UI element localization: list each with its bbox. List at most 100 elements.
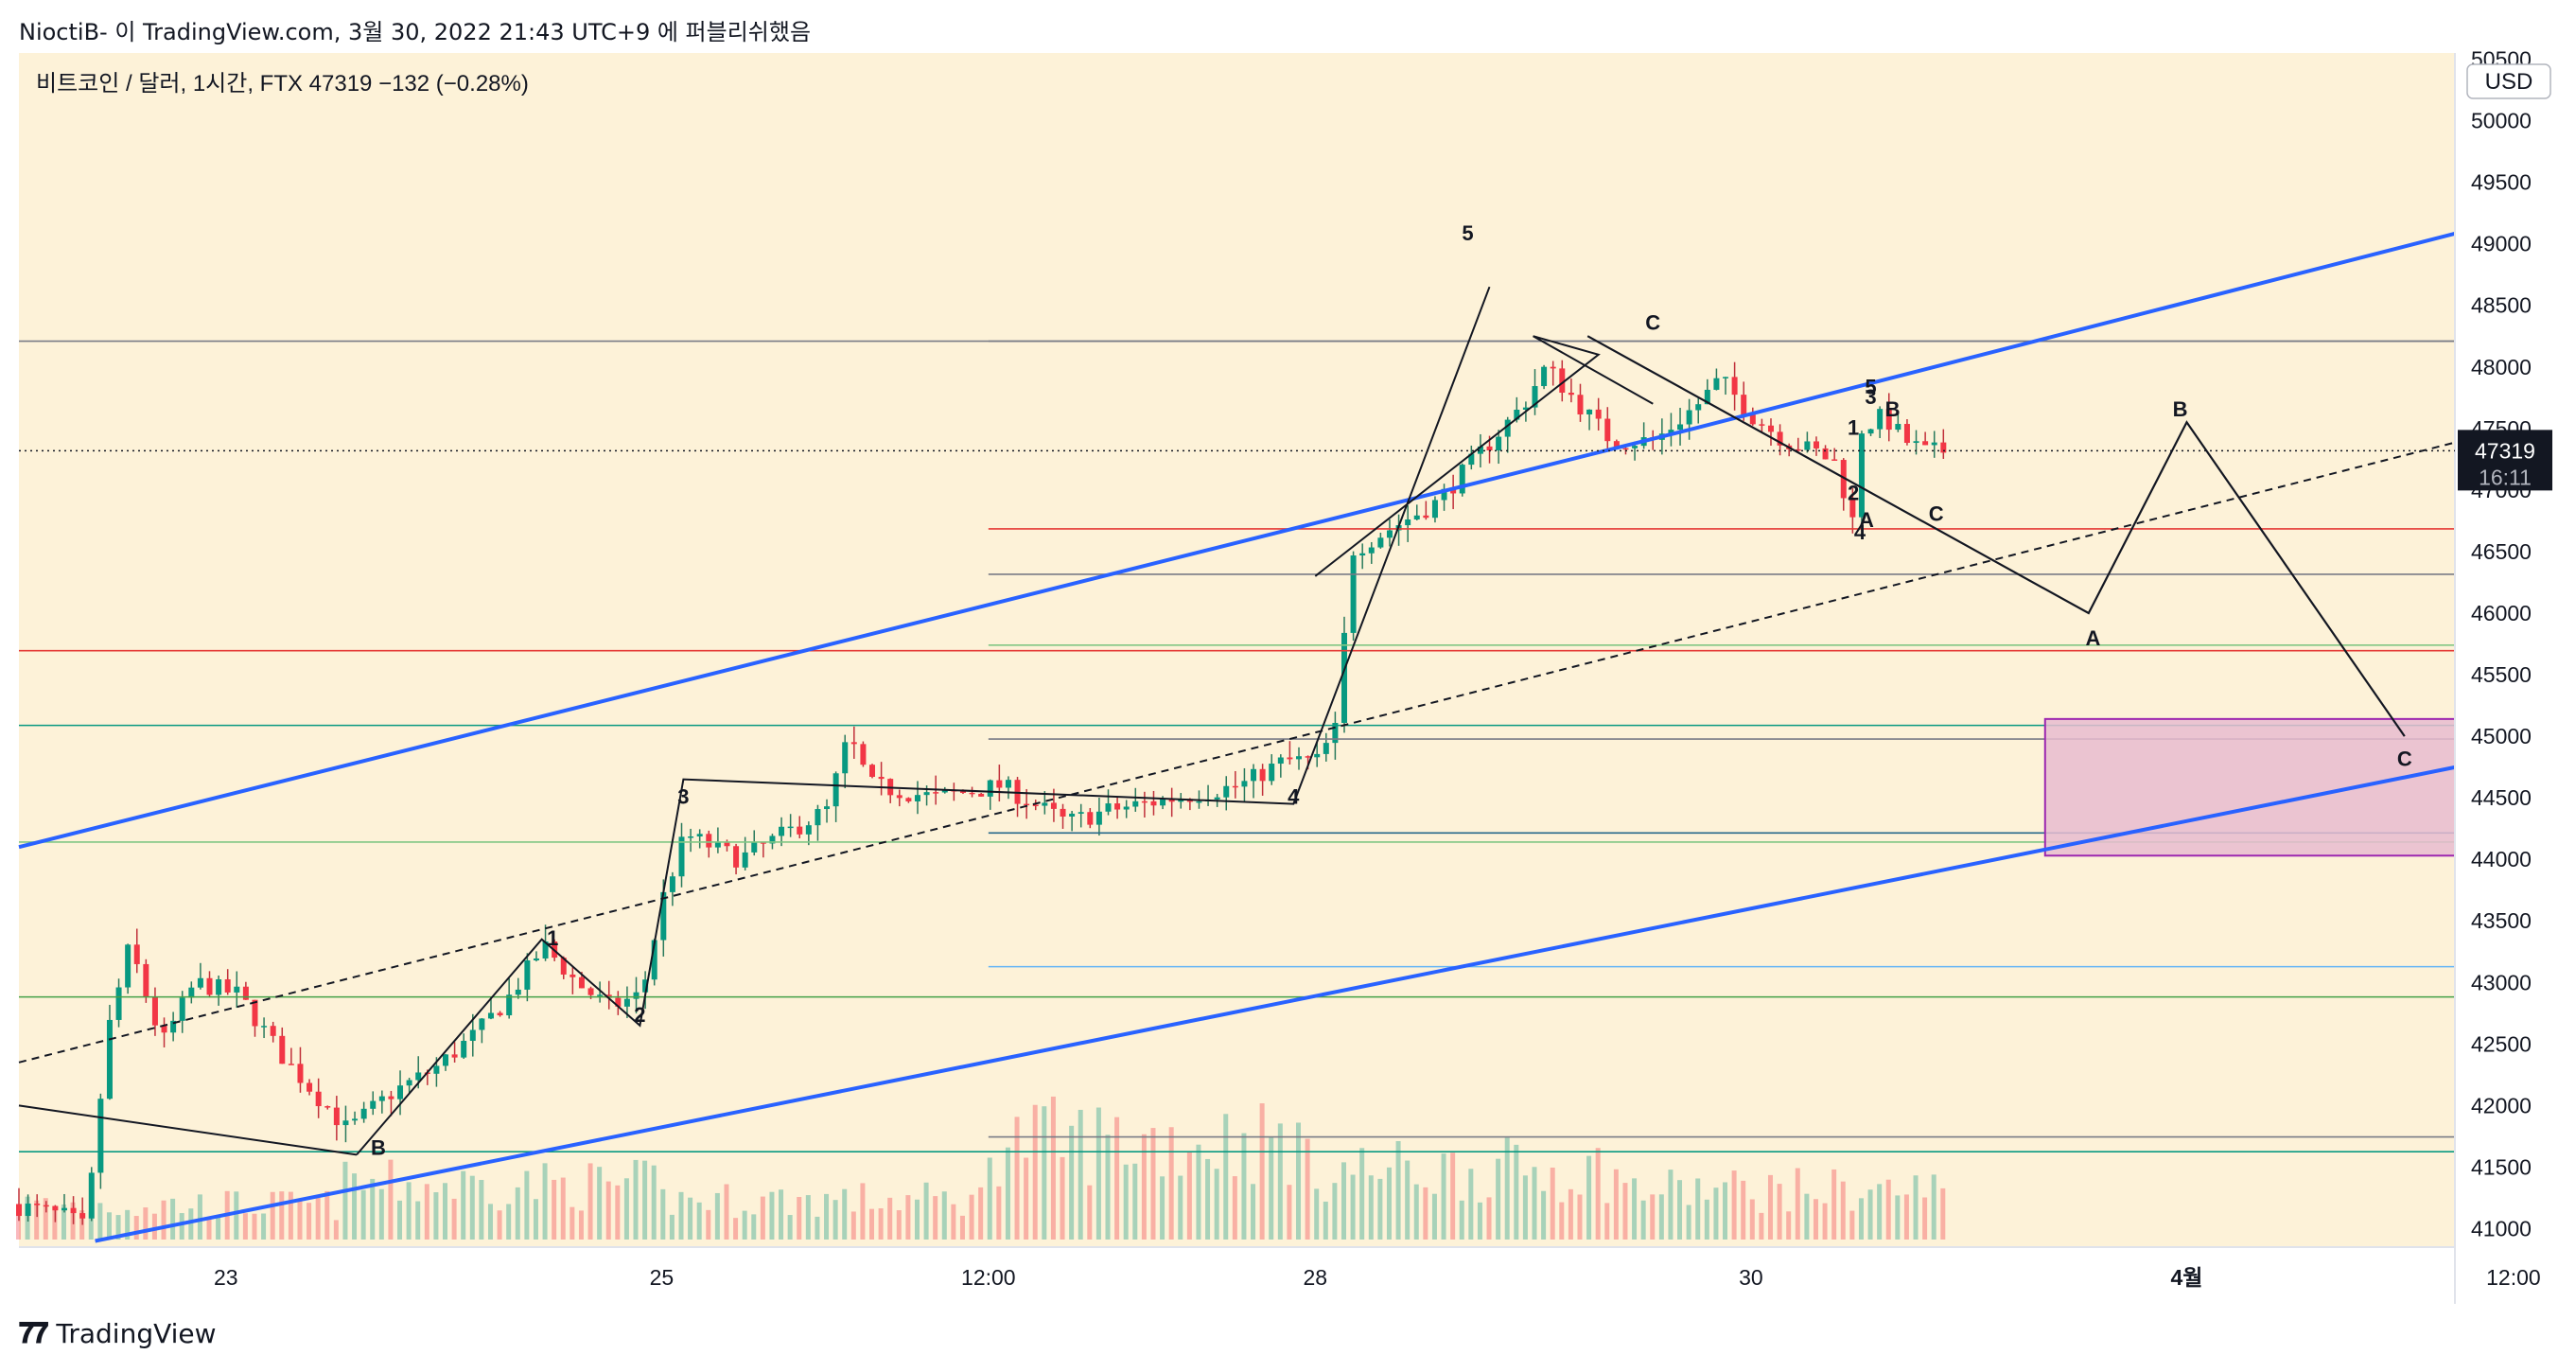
candle-body bbox=[1095, 811, 1102, 825]
volume-bar bbox=[1723, 1182, 1728, 1240]
candle-body bbox=[1042, 802, 1048, 806]
volume-bar bbox=[1514, 1144, 1519, 1240]
volume-bar bbox=[1005, 1147, 1010, 1240]
volume-bar bbox=[1241, 1133, 1247, 1240]
volume-bar bbox=[1341, 1162, 1346, 1240]
candle-body bbox=[996, 780, 1003, 788]
candle-body bbox=[1795, 449, 1801, 451]
candle-body bbox=[1032, 804, 1039, 807]
volume-bar bbox=[815, 1216, 820, 1240]
candle-body bbox=[1368, 547, 1375, 554]
candle-body bbox=[515, 989, 521, 995]
volume-bar bbox=[1251, 1184, 1256, 1240]
x-tick-label: 28 bbox=[1303, 1265, 1327, 1290]
volume-bar bbox=[1577, 1194, 1583, 1240]
candle-body bbox=[623, 998, 630, 1007]
candle-body bbox=[1259, 768, 1266, 782]
candle-body bbox=[479, 1018, 485, 1030]
volume-bar bbox=[52, 1205, 58, 1240]
volume-bar bbox=[969, 1194, 974, 1240]
volume-bar bbox=[850, 1211, 856, 1240]
candle-body bbox=[1777, 431, 1783, 446]
candle-body bbox=[751, 842, 758, 853]
volume-bar bbox=[669, 1214, 675, 1240]
candle-body bbox=[360, 1108, 367, 1119]
candle-body bbox=[959, 791, 966, 793]
volume-bar bbox=[1196, 1144, 1201, 1240]
candle-body bbox=[787, 826, 794, 829]
candle-body bbox=[869, 765, 876, 778]
y-tick-label: 42000 bbox=[2471, 1093, 2532, 1117]
candle-body bbox=[1867, 429, 1874, 434]
candle-body bbox=[797, 826, 803, 835]
volume-bar bbox=[1160, 1176, 1165, 1240]
volume-bar bbox=[896, 1210, 902, 1240]
candle-body bbox=[706, 834, 712, 848]
last-price-tag bbox=[2458, 430, 2552, 491]
volume-bar bbox=[878, 1208, 884, 1240]
volume-bar bbox=[1922, 1197, 1928, 1240]
volume-bar bbox=[1496, 1158, 1501, 1240]
volume-bar bbox=[397, 1200, 403, 1240]
wave-count-label: A bbox=[1859, 508, 1874, 532]
volume-bar bbox=[733, 1218, 739, 1240]
volume-bar bbox=[515, 1187, 520, 1240]
candle-body bbox=[815, 809, 821, 826]
volume-bar bbox=[560, 1177, 566, 1240]
volume-bar bbox=[642, 1160, 648, 1240]
candle-body bbox=[1595, 409, 1602, 419]
candle-body bbox=[733, 846, 740, 868]
volume-bar bbox=[1350, 1174, 1356, 1240]
candle-body bbox=[1759, 424, 1765, 426]
candle-body bbox=[1359, 553, 1366, 556]
volume-bar bbox=[1423, 1187, 1428, 1240]
volume-bar bbox=[1014, 1117, 1020, 1240]
volume-bar bbox=[342, 1161, 348, 1240]
volume-bar bbox=[1759, 1212, 1764, 1240]
candle-body bbox=[1804, 441, 1811, 450]
candle-body bbox=[878, 777, 885, 780]
candle-body bbox=[1496, 436, 1502, 451]
candle-body bbox=[161, 1025, 167, 1033]
x-tick-label: 30 bbox=[1739, 1265, 1763, 1290]
volume-bar bbox=[61, 1204, 66, 1240]
volume-bar bbox=[696, 1202, 702, 1240]
x-tick-label: 12:00 bbox=[2486, 1265, 2541, 1290]
volume-bar bbox=[869, 1208, 875, 1240]
volume-bar bbox=[552, 1179, 557, 1240]
wave-count-label: C bbox=[1645, 311, 1660, 335]
candle-body bbox=[297, 1064, 304, 1083]
volume-bar bbox=[1550, 1167, 1555, 1240]
volume-bar bbox=[633, 1159, 639, 1240]
volume-bar bbox=[1541, 1190, 1547, 1240]
volume-bar bbox=[1431, 1193, 1437, 1240]
candle-body bbox=[1241, 781, 1248, 787]
candle-body bbox=[832, 773, 839, 807]
volume-bar bbox=[1186, 1152, 1192, 1240]
y-tick-label: 50000 bbox=[2471, 109, 2532, 133]
y-tick-label: 49000 bbox=[2471, 232, 2532, 256]
candle-body bbox=[397, 1085, 404, 1099]
y-tick-label: 44000 bbox=[2471, 847, 2532, 871]
candle-body bbox=[1486, 446, 1493, 451]
currency-badge bbox=[2466, 63, 2551, 99]
candle-body bbox=[61, 1207, 67, 1211]
volume-bar bbox=[125, 1209, 131, 1240]
candle-body bbox=[1668, 430, 1674, 434]
volume-bar bbox=[1069, 1125, 1075, 1240]
volume-bar bbox=[1895, 1195, 1901, 1240]
volume-bar bbox=[1205, 1158, 1211, 1240]
volume-bar bbox=[188, 1208, 194, 1240]
candle-body bbox=[1895, 424, 1901, 431]
volume-bar bbox=[1695, 1178, 1701, 1240]
candle-body bbox=[487, 1012, 494, 1019]
volume-bar bbox=[324, 1190, 330, 1240]
volume-bar bbox=[1940, 1187, 1946, 1240]
candle-body bbox=[451, 1054, 458, 1058]
candle-body bbox=[1150, 800, 1157, 806]
candle-body bbox=[1105, 803, 1112, 812]
candle-body bbox=[1822, 448, 1829, 460]
price-axis-panel bbox=[2455, 53, 2576, 1304]
